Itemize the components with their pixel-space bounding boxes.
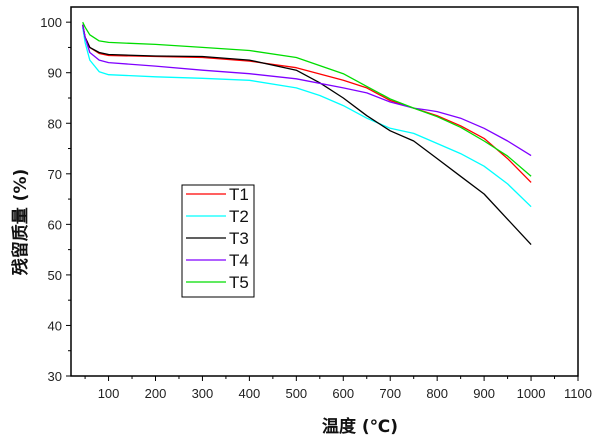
series-line-t1 — [82, 24, 532, 183]
legend-label-t3: T3 — [229, 229, 249, 248]
x-tick-label: 800 — [426, 386, 448, 401]
x-tick-label: 1000 — [517, 386, 546, 401]
legend-label-t4: T4 — [229, 251, 249, 270]
y-tick-label: 30 — [48, 369, 62, 384]
y-tick-label: 100 — [40, 15, 62, 30]
y-tick-label: 70 — [48, 167, 62, 182]
legend-box — [181, 184, 255, 298]
plot-frame — [70, 6, 579, 377]
x-tick-label: 600 — [332, 386, 354, 401]
x-tick-label: 700 — [379, 386, 401, 401]
series-line-t4 — [82, 24, 532, 157]
x-tick-label: 400 — [239, 386, 261, 401]
x-tick-label: 900 — [473, 386, 495, 401]
y-tick-label: 60 — [48, 217, 62, 232]
y-tick-label: 90 — [48, 66, 62, 81]
series-line-t3 — [82, 24, 532, 246]
y-tick-label: 80 — [48, 116, 62, 131]
legend-label-t1: T1 — [229, 185, 249, 204]
legend-label-t5: T5 — [229, 273, 249, 292]
y-tick-label: 40 — [48, 318, 62, 333]
x-tick-label: 300 — [192, 386, 214, 401]
legend-label-t2: T2 — [229, 207, 249, 226]
axes: 100 200 300 400 500 600 700 800 900 1000 1100 30 40 5… — [40, 15, 592, 401]
legend: T1 T2 T3 T4 T5 — [181, 184, 255, 298]
series-line-t5 — [82, 21, 532, 177]
y-axis-label: 残留质量 (%) — [10, 169, 31, 276]
x-axis-label: 温度 (℃) — [322, 416, 398, 437]
series-lines — [82, 21, 532, 246]
x-tick-label: 100 — [98, 386, 120, 401]
series-line-t2 — [82, 27, 532, 208]
x-tick-label: 1100 — [564, 386, 592, 401]
x-tick-label: 200 — [145, 386, 167, 401]
x-tick-label: 500 — [285, 386, 307, 401]
y-tick-label: 50 — [48, 268, 62, 283]
